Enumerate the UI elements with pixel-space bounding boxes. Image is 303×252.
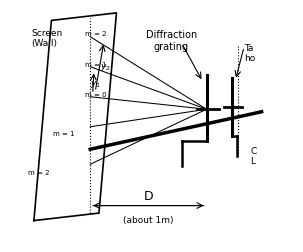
Text: m = 2: m = 2 [28,169,49,175]
Text: m = 1: m = 1 [53,131,74,137]
Text: $y_1$: $y_1$ [90,79,101,90]
Text: m = 2: m = 2 [85,31,107,37]
Text: m = 0: m = 0 [85,92,107,98]
Text: Ta
ho: Ta ho [244,44,255,63]
Text: D: D [144,189,153,202]
Text: $y_2$: $y_2$ [100,62,111,73]
Text: m = 1: m = 1 [85,62,107,68]
Text: Screen
(Wall): Screen (Wall) [32,29,63,48]
Text: Diffraction
grating: Diffraction grating [146,30,197,52]
Text: C
L: C L [250,146,257,166]
Text: (about 1m): (about 1m) [123,215,174,224]
